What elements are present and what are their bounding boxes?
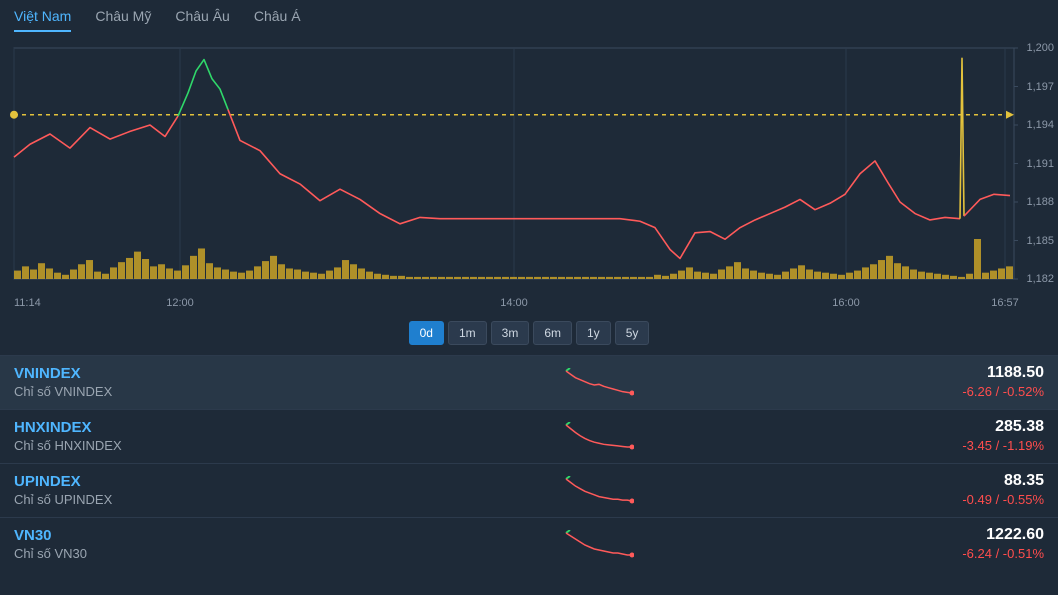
index-price: 1188.50 — [844, 364, 1044, 382]
index-info: VNINDEX Chỉ số VNINDEX — [14, 365, 354, 399]
index-info: UPINDEX Chỉ số UPINDEX — [14, 473, 354, 507]
sparkline — [564, 530, 634, 558]
index-symbol: HNXINDEX — [14, 419, 354, 436]
y-tick-label: 1,191 — [1026, 158, 1054, 170]
tab-châu-âu[interactable]: Châu Âu — [175, 8, 229, 32]
range-btn-1y[interactable]: 1y — [576, 321, 611, 345]
tab-châu-mỹ[interactable]: Châu Mỹ — [95, 8, 151, 32]
chart-canvas — [0, 32, 1058, 297]
sparkline-wrap — [354, 476, 844, 504]
index-info: HNXINDEX Chỉ số HNXINDEX — [14, 419, 354, 453]
index-price: 1222.60 — [844, 526, 1044, 544]
y-tick-label: 1,197 — [1026, 81, 1054, 93]
x-tick-label: 16:00 — [832, 297, 860, 309]
y-tick-label: 1,185 — [1026, 235, 1054, 247]
index-change: -3.45 / -1.19% — [844, 438, 1044, 453]
sparkline — [564, 422, 634, 450]
y-tick-label: 1,194 — [1026, 119, 1054, 131]
x-axis-labels: 11:14 12:00 14:00 16:00 16:57 — [0, 297, 1058, 313]
index-description: Chỉ số HNXINDEX — [14, 438, 354, 453]
y-tick-label: 1,182 — [1026, 273, 1054, 285]
index-values: 285.38 -3.45 / -1.19% — [844, 418, 1044, 453]
index-symbol: VN30 — [14, 527, 354, 544]
x-tick-label: 12:00 — [166, 297, 194, 309]
sparkline-wrap — [354, 530, 844, 558]
index-info: VN30 Chỉ số VN30 — [14, 527, 354, 561]
index-description: Chỉ số UPINDEX — [14, 492, 354, 507]
index-description: Chỉ số VN30 — [14, 546, 354, 561]
index-list: VNINDEX Chỉ số VNINDEX 1188.50 -6.26 / -0.5… — [0, 355, 1058, 571]
x-tick-label: 14:00 — [500, 297, 528, 309]
x-tick-label: 11:14 — [14, 297, 41, 309]
index-values: 1222.60 -6.24 / -0.51% — [844, 526, 1044, 561]
index-price: 285.38 — [844, 418, 1044, 436]
index-change: -6.26 / -0.52% — [844, 384, 1044, 399]
index-row-vn30[interactable]: VN30 Chỉ số VN30 1222.60 -6.24 / -0.51% — [0, 517, 1058, 571]
index-values: 1188.50 -6.26 / -0.52% — [844, 364, 1044, 399]
sparkline — [564, 476, 634, 504]
range-btn-5y[interactable]: 5y — [615, 321, 650, 345]
price-chart: 1,1821,1851,1881,1911,1941,1971,200 11:1… — [0, 32, 1058, 297]
y-tick-label: 1,188 — [1026, 196, 1054, 208]
index-change: -0.49 / -0.55% — [844, 492, 1044, 507]
index-price: 88.35 — [844, 472, 1044, 490]
range-btn-3m[interactable]: 3m — [491, 321, 530, 345]
index-symbol: UPINDEX — [14, 473, 354, 490]
sparkline-wrap — [354, 368, 844, 396]
sparkline-wrap — [354, 422, 844, 450]
tab-việt-nam[interactable]: Việt Nam — [14, 8, 71, 32]
time-range-buttons: 0d1m3m6m1y5y — [0, 321, 1058, 345]
sparkline — [564, 368, 634, 396]
region-tabs: Việt Nam Châu Mỹ Châu Âu Châu Á — [0, 0, 1058, 32]
y-tick-label: 1,200 — [1026, 42, 1054, 54]
index-symbol: VNINDEX — [14, 365, 354, 382]
range-btn-6m[interactable]: 6m — [533, 321, 572, 345]
index-change: -6.24 / -0.51% — [844, 546, 1044, 561]
index-row-hnxindex[interactable]: HNXINDEX Chỉ số HNXINDEX 285.38 -3.45 / -1.… — [0, 409, 1058, 463]
range-btn-1m[interactable]: 1m — [448, 321, 487, 345]
index-values: 88.35 -0.49 / -0.55% — [844, 472, 1044, 507]
x-tick-label: 16:57 — [991, 297, 1019, 309]
index-description: Chỉ số VNINDEX — [14, 384, 354, 399]
index-row-upindex[interactable]: UPINDEX Chỉ số UPINDEX 88.35 -0.49 / -0.55% — [0, 463, 1058, 517]
index-row-vnindex[interactable]: VNINDEX Chỉ số VNINDEX 1188.50 -6.26 / -0.5… — [0, 355, 1058, 409]
tab-châu-á[interactable]: Châu Á — [254, 8, 301, 32]
range-btn-0d[interactable]: 0d — [409, 321, 444, 345]
